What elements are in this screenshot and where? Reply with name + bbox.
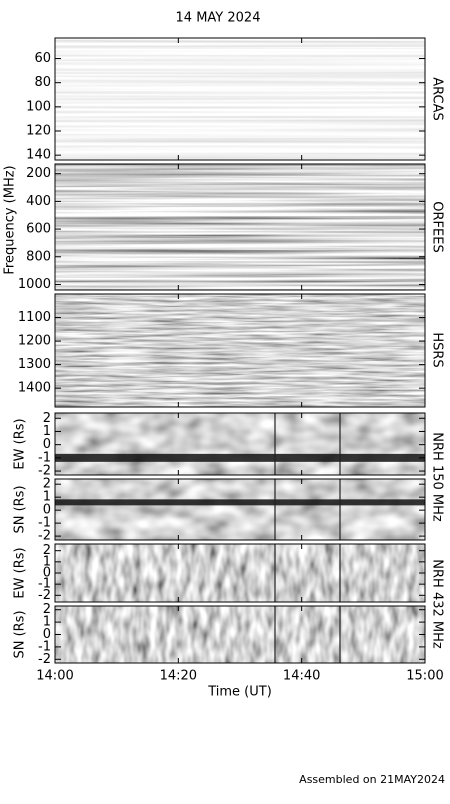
y-tick-label: 120: [26, 124, 51, 139]
y-tick-label: 1: [43, 615, 51, 630]
y-tick-label: 1100: [18, 310, 51, 325]
y-axis-label: EW (Rs): [13, 418, 28, 469]
y-tick-label: -2: [38, 588, 51, 603]
y-tick-label: -1: [38, 516, 51, 531]
x-tick-label: 14:00: [36, 669, 73, 684]
panel-frame: [54, 37, 426, 161]
y-tick-label: 1: [43, 490, 51, 505]
y-tick-label: 60: [34, 51, 51, 66]
spectrogram-image: [55, 294, 425, 407]
y-tick-label: 1: [43, 554, 51, 569]
y-tick-label: -2: [38, 464, 51, 479]
y-tick-label: 200: [26, 166, 51, 181]
chart-title: 14 MAY 2024: [176, 11, 261, 26]
y-axis-label: Frequency (MHz): [3, 165, 18, 274]
y-tick-label: 2: [43, 477, 51, 492]
y-tick-label: 100: [26, 99, 51, 114]
y-tick-label: 0: [43, 437, 51, 452]
y-tick-label: 2: [43, 543, 51, 558]
y-axis-label: SN (Rs): [13, 610, 28, 658]
y-tick-label: 2: [43, 411, 51, 426]
y-tick-label: 1200: [18, 334, 51, 349]
y-axis-label: SN (Rs): [13, 485, 28, 533]
instrument-label: ARCAS: [430, 77, 445, 121]
y-tick-label: 0: [43, 627, 51, 642]
panel-frame: [54, 293, 426, 408]
y-tick-label: 1: [43, 424, 51, 439]
x-tick-label: 14:40: [283, 669, 320, 684]
y-axis-label: EW (Rs): [13, 547, 28, 598]
y-tick-label: 2: [43, 602, 51, 617]
spectrogram-image: [55, 479, 425, 540]
instrument-label: NRH 150 MHz: [430, 432, 445, 522]
panel-frame: [54, 412, 426, 476]
spectrogram-image: [55, 413, 425, 475]
y-tick-label: -2: [38, 529, 51, 544]
y-tick-label: 0: [43, 566, 51, 581]
y-tick-label: 1400: [18, 381, 51, 396]
footer: Assembled on 21MAY2024: [299, 773, 445, 786]
y-tick-label: 1000: [18, 277, 51, 292]
spectrogram-image: [55, 606, 425, 663]
y-tick-label: -2: [38, 652, 51, 667]
y-tick-label: 600: [26, 222, 51, 237]
instrument-label: NRH 432 MHz: [430, 559, 445, 649]
y-tick-label: -1: [38, 450, 51, 465]
spectrogram-image: [55, 38, 425, 160]
spectrogram-image: [55, 544, 425, 602]
y-tick-label: -1: [38, 577, 51, 592]
y-tick-label: 1300: [18, 357, 51, 372]
y-tick-label: 400: [26, 194, 51, 209]
emission-band: [55, 499, 425, 506]
instrument-label: ORFEES: [430, 201, 445, 252]
panel-frame: [54, 478, 426, 541]
y-tick-label: 140: [26, 148, 51, 163]
instrument-label: HSRS: [430, 332, 445, 367]
emission-band: [55, 453, 425, 462]
x-tick-label: 14:20: [160, 669, 197, 684]
y-tick-label: -1: [38, 639, 51, 654]
panel-frame: [54, 163, 426, 291]
spectrogram-image: [55, 164, 425, 290]
y-tick-label: 0: [43, 503, 51, 518]
x-tick-label: 15:00: [406, 669, 443, 684]
y-tick-label: 800: [26, 249, 51, 264]
x-axis-label: Time (UT): [207, 685, 272, 700]
y-tick-label: 80: [34, 75, 51, 90]
